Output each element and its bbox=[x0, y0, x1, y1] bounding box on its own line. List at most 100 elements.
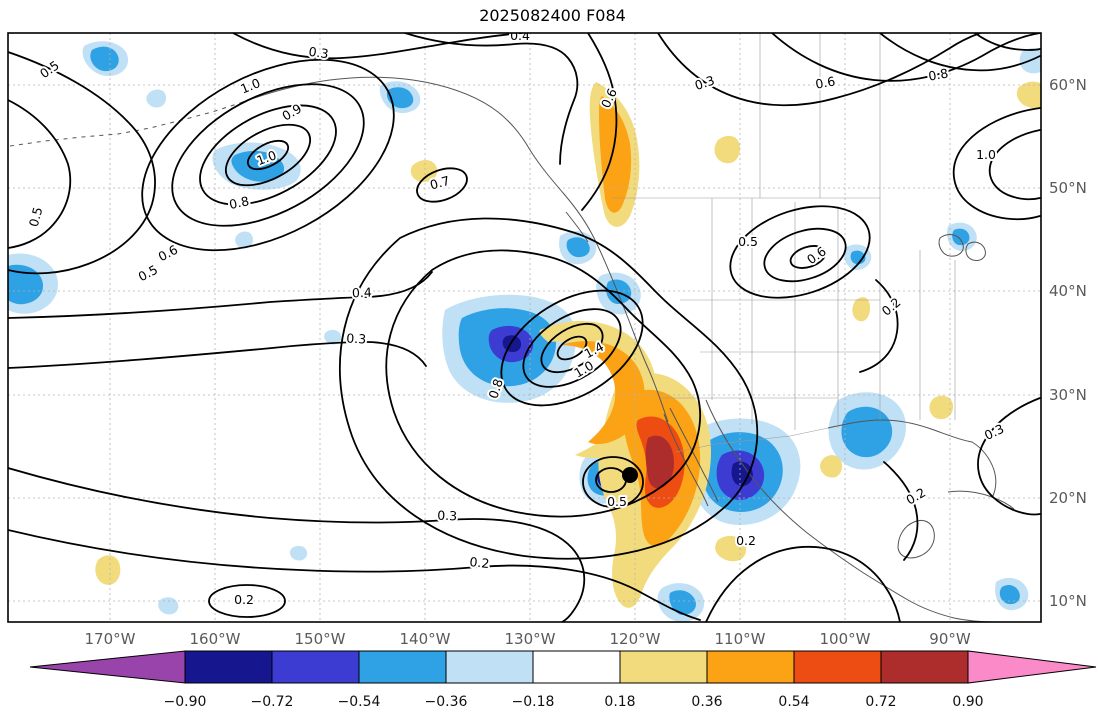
colorbar-segment bbox=[271, 650, 360, 684]
colorbar-segment bbox=[706, 650, 795, 684]
extreme-negative-core bbox=[502, 335, 522, 353]
contour-label: 0.5 bbox=[607, 494, 627, 509]
x-tick-label: 110°W bbox=[715, 630, 766, 648]
contour-path bbox=[404, 33, 579, 165]
contour-lines bbox=[8, 33, 1041, 622]
colorbar-tick-label: 0.90 bbox=[952, 694, 983, 710]
colorbar-right-arrow bbox=[967, 650, 1097, 684]
negative-anomaly-core bbox=[841, 406, 893, 458]
coastlines-and-borders bbox=[9, 33, 1015, 622]
colorbar-segment bbox=[619, 650, 708, 684]
negative-anomaly-core bbox=[8, 264, 44, 305]
contour-path bbox=[771, 33, 1041, 82]
extreme-positive-core bbox=[645, 435, 674, 489]
contour-path bbox=[232, 33, 523, 60]
colorbar-segment bbox=[445, 650, 534, 684]
north-america-west-coastline bbox=[239, 76, 669, 423]
positive-anomaly-patch bbox=[852, 297, 870, 322]
contour-path bbox=[208, 584, 286, 618]
contour-label: 0.4 bbox=[510, 28, 530, 43]
y-tick-label: 50°N bbox=[1049, 179, 1087, 197]
map-frame bbox=[7, 32, 1042, 623]
contour-label: 0.8 bbox=[927, 65, 949, 83]
colorbar-tick-label: −0.18 bbox=[512, 694, 555, 710]
vancouver-island-coastline bbox=[565, 211, 589, 243]
positive-anomaly-patch bbox=[410, 160, 438, 182]
mexico-mainland-coastline bbox=[705, 399, 863, 573]
contour-path bbox=[8, 467, 586, 622]
colorbar-tick-label: 0.72 bbox=[865, 694, 896, 710]
contour-path bbox=[582, 456, 644, 508]
colorbar-tick-label: −0.54 bbox=[338, 694, 381, 710]
contour-path bbox=[8, 51, 156, 275]
contour-path bbox=[8, 99, 72, 249]
extreme-negative-core bbox=[731, 461, 753, 486]
negative-anomaly-core bbox=[999, 584, 1020, 605]
contour-path bbox=[581, 33, 618, 211]
colorbar-tick-label: −0.90 bbox=[164, 694, 207, 710]
contour-path bbox=[199, 104, 337, 206]
contour-path bbox=[171, 83, 365, 227]
contour-label: 0.9 bbox=[279, 101, 304, 124]
negative-anomaly-patch bbox=[1019, 48, 1041, 74]
colorbar-tick-label: 0.54 bbox=[778, 694, 809, 710]
positive-anomaly-patch bbox=[1016, 81, 1041, 109]
contour-path bbox=[988, 129, 1041, 201]
contour-path bbox=[8, 341, 427, 369]
contour-label: 0.5 bbox=[26, 205, 46, 228]
x-tick-label: 160°W bbox=[190, 630, 241, 648]
contour-path bbox=[789, 245, 827, 269]
contour-label: 0.2 bbox=[469, 554, 490, 571]
contour-path bbox=[247, 139, 289, 171]
central-america-coastline bbox=[861, 571, 997, 622]
contour-path bbox=[657, 33, 981, 107]
contour-path bbox=[952, 107, 1041, 221]
contour-label: 0.2 bbox=[234, 592, 254, 607]
y-tick-label: 20°N bbox=[1049, 489, 1087, 507]
y-axis-tick-labels: 60°N 50°N 40°N 30°N 20°N 10°N bbox=[1049, 76, 1087, 610]
contour-label: 0.5 bbox=[136, 262, 161, 285]
colorbar-segment bbox=[358, 650, 447, 684]
baja-california-coastline bbox=[663, 413, 709, 507]
negative-anomaly-core bbox=[566, 237, 590, 258]
contour-path bbox=[416, 167, 468, 203]
contour-path bbox=[224, 123, 312, 187]
x-tick-label: 130°W bbox=[505, 630, 556, 648]
colorbar-segment bbox=[532, 650, 621, 684]
state-borders bbox=[612, 33, 956, 453]
y-tick-label: 40°N bbox=[1049, 282, 1087, 300]
figure-title: 2025082400 F084 bbox=[479, 6, 626, 25]
contour-label: 0.2 bbox=[736, 533, 756, 548]
contour-path bbox=[522, 308, 622, 388]
contour-path bbox=[339, 217, 759, 560]
contour-label: 0.5 bbox=[37, 57, 62, 81]
negative-anomaly-core bbox=[952, 228, 970, 246]
negative-anomaly-core bbox=[90, 46, 119, 72]
contour-label: 0.4 bbox=[352, 285, 372, 301]
contour-path bbox=[974, 33, 1041, 51]
gulf-of-california-coastline bbox=[669, 407, 719, 503]
aleutian-islands-coastline bbox=[9, 102, 241, 147]
negative-anomaly-patch bbox=[289, 545, 308, 561]
colorbar-tick-label: −0.36 bbox=[425, 694, 468, 710]
contour-label: 0.6 bbox=[814, 73, 836, 91]
contour-label: 0.5 bbox=[738, 234, 758, 249]
contour-label: 0.3 bbox=[346, 330, 367, 346]
negative-anomaly-patch bbox=[146, 89, 166, 108]
y-tick-label: 60°N bbox=[1049, 76, 1087, 94]
negative-anomaly-patch bbox=[158, 597, 179, 615]
positive-anomaly-patch bbox=[820, 455, 842, 478]
yucatan-coastline bbox=[897, 519, 935, 559]
contour-path bbox=[879, 33, 1041, 72]
x-tick-label: 100°W bbox=[820, 630, 871, 648]
contour-path bbox=[763, 227, 847, 283]
contour-path bbox=[385, 249, 701, 518]
colorbar-tick-label: −0.72 bbox=[251, 694, 294, 710]
contour-path bbox=[500, 289, 644, 407]
colorbar-segment bbox=[793, 650, 882, 684]
contour-path bbox=[8, 529, 701, 621]
colorbar-segment bbox=[880, 650, 969, 684]
contour-label: 1.0 bbox=[976, 147, 996, 162]
